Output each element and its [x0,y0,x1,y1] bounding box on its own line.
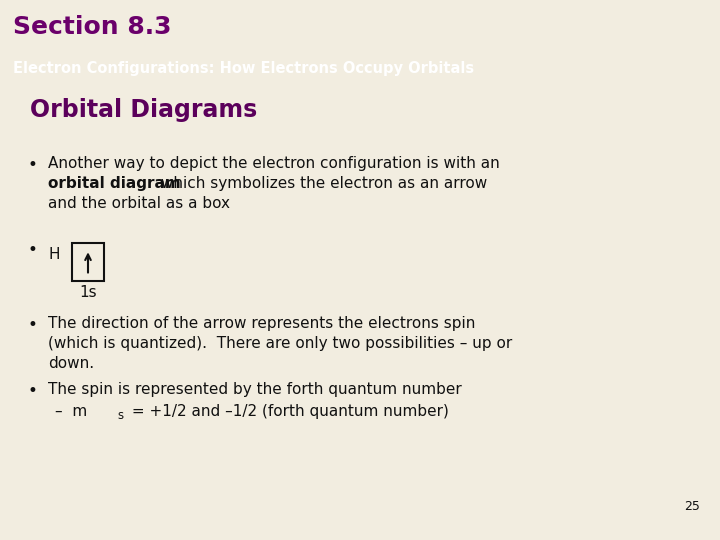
Text: which symbolizes the electron as an arrow: which symbolizes the electron as an arro… [156,177,487,191]
Text: 1s: 1s [79,286,96,300]
Text: The direction of the arrow represents the electrons spin: The direction of the arrow represents th… [48,316,475,332]
Text: •: • [28,241,38,259]
Text: orbital diagram: orbital diagram [48,177,181,191]
Text: Orbital Diagrams: Orbital Diagrams [30,98,257,123]
Text: H: H [48,247,60,262]
Text: Section 8.3: Section 8.3 [13,15,171,39]
Text: and the orbital as a box: and the orbital as a box [48,197,230,211]
Text: down.: down. [48,356,94,372]
Text: –  m: – m [55,404,87,420]
Text: The spin is represented by the forth quantum number: The spin is represented by the forth qua… [48,382,462,397]
Text: •: • [28,316,38,334]
Text: •: • [28,157,38,174]
Text: Electron Configurations: How Electrons Occupy Orbitals: Electron Configurations: How Electrons O… [13,60,474,76]
Text: s: s [117,409,123,422]
Text: 25: 25 [684,501,700,514]
Text: •: • [28,382,38,400]
Text: = +1/2 and –1/2 (forth quantum number): = +1/2 and –1/2 (forth quantum number) [127,404,449,420]
Bar [72,244,104,281]
Text: Another way to depict the electron configuration is with an: Another way to depict the electron confi… [48,157,500,171]
Text: (which is quantized).  There are only two possibilities – up or: (which is quantized). There are only two… [48,336,512,352]
